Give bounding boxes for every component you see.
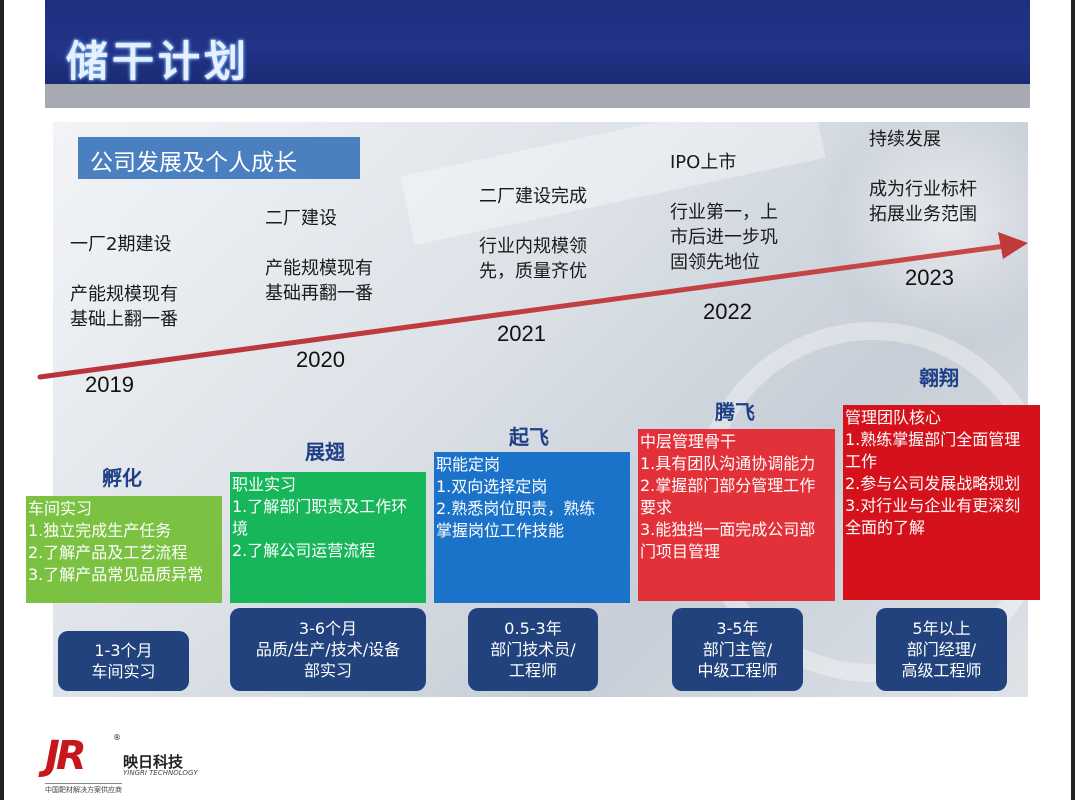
tenure-line: 部门技术员/	[490, 640, 576, 659]
milestone-line: 基础上翻一番	[70, 309, 178, 330]
stage-title-spread-wings: 展翅	[305, 440, 345, 464]
tenure-line: 3-6个月	[298, 619, 358, 638]
tenure-line: 品质/生产/技术/设备	[255, 640, 401, 659]
stage-box-incubate: 车间实习 1.独立完成生产任务 2.了解产品及工艺流程 3.了解产品常见品质异常	[26, 496, 222, 603]
tenure-line: 3-5年	[716, 619, 759, 638]
tenure-line: 部门主管/	[702, 640, 773, 659]
stage-box-line: 全面的了解	[845, 518, 926, 537]
stage-box-line: 门项目管理	[640, 542, 721, 561]
company-logo: JR ® 映日科技 YINGRI TECHNOLOGY 中国靶材解决方案供应商	[45, 733, 198, 794]
tenure-line: 5年以上	[912, 619, 971, 638]
milestone-line	[869, 152, 977, 177]
stage-box-take-off: 职能定岗 1.双向选择定岗 2.熟悉岗位职责，熟练 掌握岗位工作技能	[434, 452, 630, 603]
tenure-line: 工程师	[508, 661, 557, 680]
milestone-line: 一厂2期建设	[70, 234, 172, 255]
milestone-line: 成为行业标杆	[869, 179, 977, 200]
milestone-2020: 二厂建设 产能规模现有 基础再翻一番	[265, 206, 373, 306]
tenure-line: 部实习	[303, 661, 352, 680]
milestone-line	[70, 257, 178, 282]
milestone-2023: 持续发展 成为行业标杆 拓展业务范围	[869, 127, 977, 227]
tenure-box-take-off: 0.5-3年 部门技术员/ 工程师	[468, 608, 598, 691]
logo-name-cn: 映日科技	[123, 753, 184, 771]
tenure-box-soar: 3-5年 部门主管/ 中级工程师	[672, 608, 803, 691]
year-2021: 2021	[497, 321, 546, 346]
panel-subtitle: 公司发展及个人成长	[78, 137, 360, 179]
stage-box-line: 掌握岗位工作技能	[436, 521, 565, 540]
milestone-2019: 一厂2期建设 产能规模现有 基础上翻一番	[70, 232, 178, 332]
milestone-line: 固领先地位	[670, 252, 760, 273]
milestone-2021: 二厂建设完成 行业内规模领 先，质量齐优	[479, 184, 587, 284]
milestone-line	[670, 175, 778, 200]
tenure-line: 高级工程师	[901, 661, 982, 680]
stage-box-line: 1.了解部门职责及工作环	[232, 497, 408, 516]
tenure-box-fly-high: 5年以上 部门经理/ 高级工程师	[876, 608, 1007, 691]
milestone-line: 基础再翻一番	[265, 283, 373, 304]
growth-arrow-head	[998, 232, 1028, 259]
year-2019: 2019	[85, 372, 134, 397]
tenure-line: 车间实习	[91, 662, 156, 681]
stage-box-line: 工作	[845, 452, 878, 471]
milestone-line: 先，质量齐优	[479, 261, 587, 282]
tenure-box-incubate: 1-3个月 车间实习	[58, 631, 189, 691]
stage-box-line: 职业实习	[232, 475, 297, 494]
stage-box-line: 职能定岗	[436, 455, 501, 474]
milestone-line	[265, 231, 373, 256]
header-strip	[45, 84, 1030, 108]
stage-box-soar: 中层管理骨干 1.具有团队沟通协调能力 2.掌握部门部分管理工作 要求 3.能独…	[638, 429, 835, 601]
year-2023: 2023	[905, 265, 954, 290]
milestone-line	[479, 209, 587, 234]
milestone-line: 拓展业务范围	[869, 204, 977, 225]
stage-title-incubate: 孵化	[102, 466, 142, 490]
milestone-line: IPO上市	[670, 152, 737, 173]
milestone-line: 持续发展	[869, 129, 941, 150]
stage-title-soar: 腾飞	[715, 400, 755, 424]
tenure-line: 1-3个月	[94, 641, 153, 660]
tenure-line: 部门经理/	[906, 640, 977, 659]
right-border	[1071, 0, 1075, 800]
milestone-line: 市后进一步巩	[670, 227, 778, 248]
stage-box-spread-wings: 职业实习 1.了解部门职责及工作环 境 2.了解公司运营流程	[230, 472, 426, 603]
growth-arrow-line	[37, 243, 1008, 380]
stage-box-line: 2.了解公司运营流程	[232, 541, 376, 560]
milestone-line: 产能规模现有	[265, 258, 373, 279]
milestone-line: 二厂建设	[265, 208, 337, 229]
stage-box-line: 境	[232, 519, 249, 538]
year-2022: 2022	[703, 299, 752, 324]
stage-box-line: 中层管理骨干	[640, 432, 737, 451]
stage-box-line: 1.具有团队沟通协调能力	[640, 454, 816, 473]
tenure-box-spread-wings: 3-6个月 品质/生产/技术/设备 部实习	[230, 608, 426, 691]
logo-mark: JR	[45, 733, 87, 779]
milestone-line: 产能规模现有	[70, 284, 178, 305]
stage-box-line: 要求	[640, 498, 673, 517]
logo-tagline: 中国靶材解决方案供应商	[45, 783, 122, 795]
page-title: 储干计划	[66, 37, 251, 86]
stage-title-take-off: 起飞	[509, 425, 549, 449]
logo-name-en: YINGRI TECHNOLOGY	[123, 769, 198, 777]
stage-box-fly-high: 管理团队核心 1.熟练掌握部门全面管理 工作 2.参与公司发展战略规划 3.对行…	[843, 405, 1040, 600]
stage-box-line: 1.独立完成生产任务	[28, 521, 172, 540]
milestone-line: 行业内规模领	[479, 236, 587, 257]
stage-box-line: 1.双向选择定岗	[436, 477, 548, 496]
stage-box-line: 1.熟练掌握部门全面管理	[845, 430, 1021, 449]
milestone-line: 二厂建设完成	[479, 186, 587, 207]
milestone-2022: IPO上市 行业第一，上 市后进一步巩 固领先地位	[670, 150, 778, 275]
year-2020: 2020	[296, 347, 345, 372]
stage-box-line: 管理团队核心	[845, 408, 942, 427]
milestone-line: 行业第一，上	[670, 202, 778, 223]
left-border	[0, 0, 4, 800]
stage-box-line: 2.参与公司发展战略规划	[845, 474, 1021, 493]
header-bar	[45, 0, 1030, 84]
stage-box-line: 3.对行业与企业有更深刻	[845, 496, 1021, 515]
stage-box-line: 3.了解产品常见品质异常	[28, 565, 204, 584]
stage-box-line: 车间实习	[28, 499, 93, 518]
stage-box-line: 3.能独挡一面完成公司部	[640, 520, 816, 539]
stage-box-line: 2.熟悉岗位职责，熟练	[436, 499, 596, 518]
tenure-line: 0.5-3年	[504, 619, 562, 638]
tenure-line: 中级工程师	[697, 661, 778, 680]
stage-box-line: 2.掌握部门部分管理工作	[640, 476, 816, 495]
logo-registered: ®	[113, 733, 121, 742]
stage-box-line: 2.了解产品及工艺流程	[28, 543, 188, 562]
stage-title-fly-high: 翱翔	[919, 366, 959, 390]
